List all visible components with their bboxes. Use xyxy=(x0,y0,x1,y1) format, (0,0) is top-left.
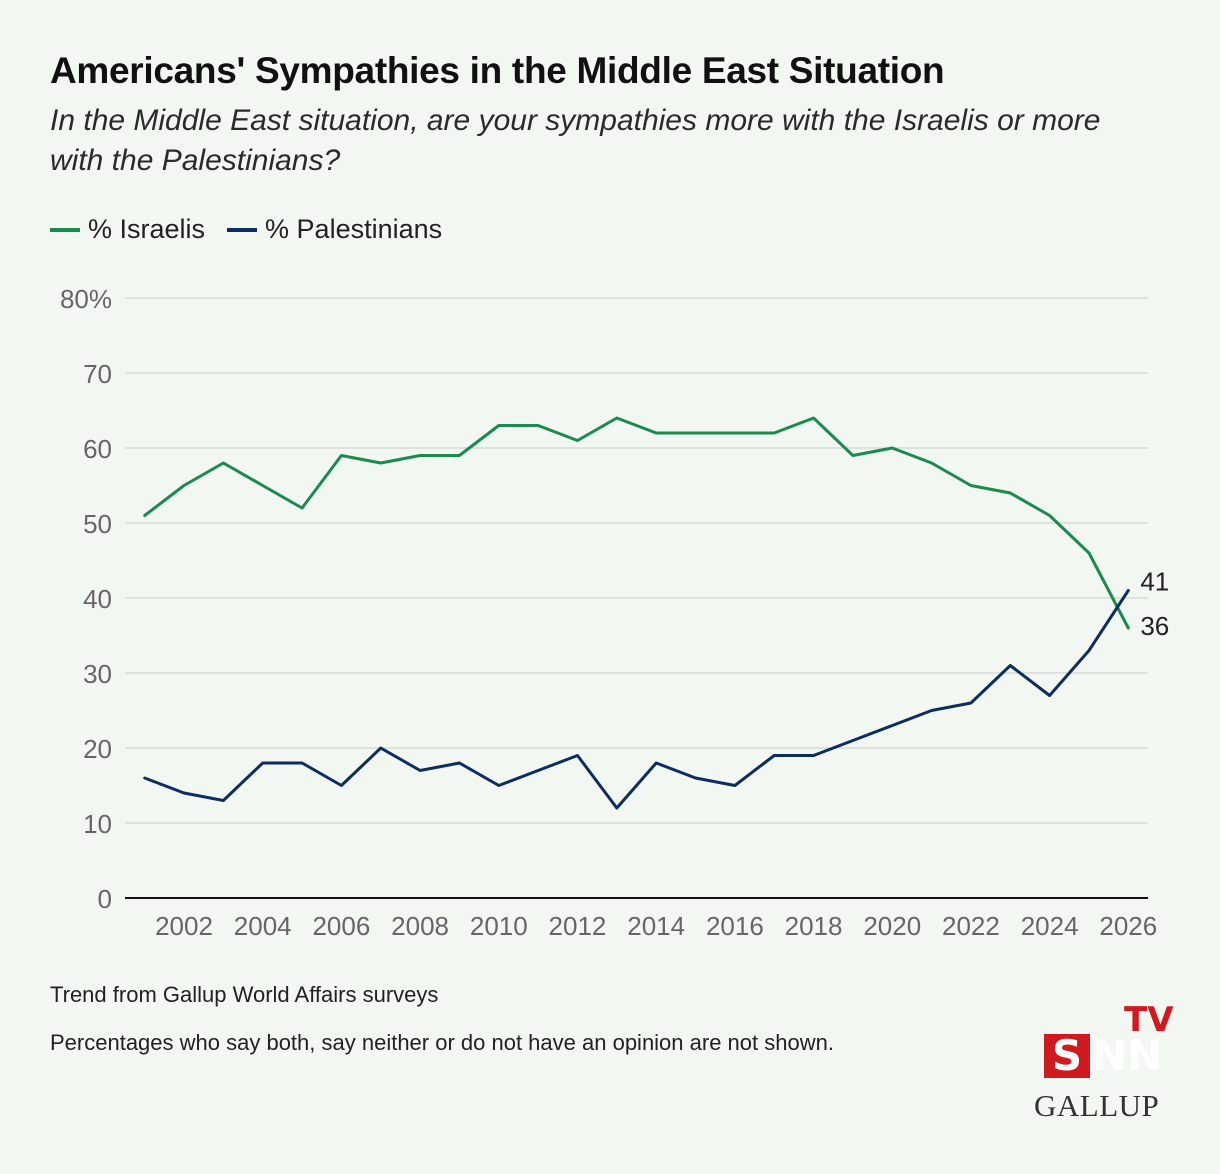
legend-swatch-israelis xyxy=(50,227,80,232)
snn-logo-s: S xyxy=(1044,1034,1090,1078)
footnote: Percentages who say both, say neither or… xyxy=(50,1030,834,1055)
source-note: Trend from Gallup World Affairs surveys xyxy=(50,982,439,1007)
y-tick-label-70: 70 xyxy=(83,359,112,389)
end-label-palestinians: 41 xyxy=(1140,567,1169,597)
x-tick-label-2020: 2020 xyxy=(863,911,921,941)
y-tick-label-30: 30 xyxy=(83,659,112,689)
y-tick-label-20: 20 xyxy=(83,734,112,764)
x-tick-label-2012: 2012 xyxy=(549,911,607,941)
x-tick-label-2002: 2002 xyxy=(155,911,213,941)
y-tick-label-50: 50 xyxy=(83,509,112,539)
legend-label-israelis: % Israelis xyxy=(88,214,206,244)
line-chart: 0 10 20 30 40 50 60 70 80% 2002 2004 2006 2008 2010 20… xyxy=(60,284,1169,941)
y-tick-label-0: 0 xyxy=(98,884,112,914)
snn-logo: S NN xyxy=(1040,1030,1170,1080)
x-tick-label-2016: 2016 xyxy=(706,911,764,941)
chart-title: Americans' Sympathies in the Middle East… xyxy=(50,50,945,91)
x-tick-label-2010: 2010 xyxy=(470,911,528,941)
chart-subtitle: In the Middle East situation, are your s… xyxy=(50,104,1101,177)
snn-logo-nn: NN xyxy=(1092,1031,1163,1080)
y-tick-label-40: 40 xyxy=(83,584,112,614)
y-tick-label-80: 80% xyxy=(60,284,112,314)
y-tick-label-10: 10 xyxy=(83,809,112,839)
series-line-palestinians xyxy=(143,589,1130,810)
legend: % Israelis % Palestinians xyxy=(50,214,464,245)
x-tick-label-2008: 2008 xyxy=(391,911,449,941)
snn-tv-logo-tv: TV xyxy=(1124,1000,1174,1040)
x-tick-label-2024: 2024 xyxy=(1021,911,1079,941)
gallup-logo: GALLUP xyxy=(1034,1088,1160,1123)
x-tick-label-2022: 2022 xyxy=(942,911,1000,941)
x-tick-label-2026: 2026 xyxy=(1099,911,1157,941)
x-tick-label-2014: 2014 xyxy=(627,911,685,941)
legend-swatch-palestinians xyxy=(227,227,258,232)
x-tick-label-2018: 2018 xyxy=(785,911,843,941)
legend-item-palestinians: % Palestinians xyxy=(227,214,442,245)
x-tick-label-2006: 2006 xyxy=(312,911,370,941)
x-tick-label-2004: 2004 xyxy=(234,911,292,941)
y-tick-label-60: 60 xyxy=(83,434,112,464)
legend-label-palestinians: % Palestinians xyxy=(265,214,443,244)
legend-item-israelis: % Israelis xyxy=(50,214,205,245)
series-line-israelis xyxy=(143,416,1130,630)
end-label-israelis: 36 xyxy=(1140,611,1169,641)
